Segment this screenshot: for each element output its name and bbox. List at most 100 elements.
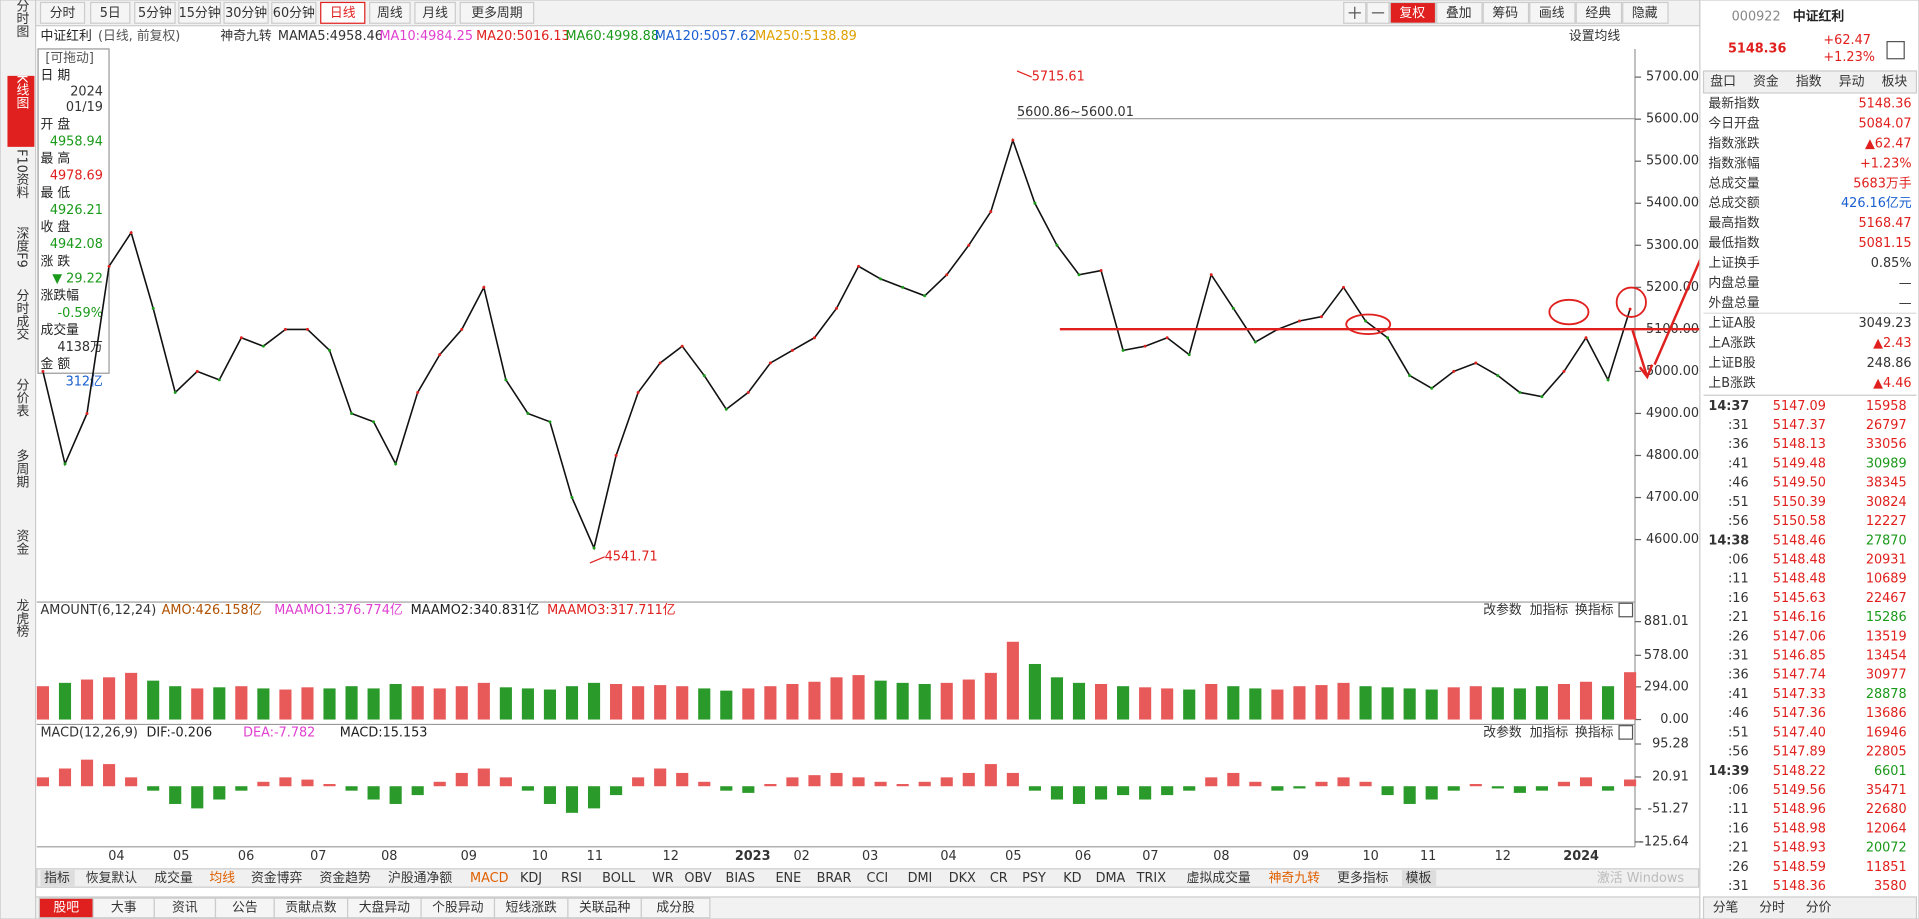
bottom-tab[interactable]: 股吧: [53, 900, 79, 915]
bar: [962, 679, 975, 720]
bar: [632, 686, 645, 720]
panel-button[interactable]: 改参数: [1483, 602, 1522, 618]
quote-bottom-tab[interactable]: 分笔: [1713, 899, 1739, 915]
bar: [896, 682, 909, 720]
bar: [1535, 686, 1548, 720]
bar: [279, 689, 292, 720]
period-tab[interactable]: 分时: [50, 6, 76, 21]
tool-button[interactable]: 叠加: [1446, 6, 1472, 21]
indicator-tab[interactable]: BOLL: [602, 871, 636, 886]
nav-tab[interactable]: K线图: [13, 75, 28, 110]
period-tab[interactable]: 60分钟: [273, 5, 315, 21]
bottom-tab[interactable]: 成分股: [656, 900, 695, 915]
indicator-tab[interactable]: 恢复默认: [86, 870, 137, 886]
period-tab[interactable]: 月线: [422, 6, 448, 21]
quote-bottom-tab[interactable]: 分价: [1806, 900, 1832, 915]
panel-button[interactable]: 换指标: [1575, 603, 1614, 618]
quote-tab[interactable]: 异动: [1839, 74, 1865, 89]
indicator-tab[interactable]: 均线: [209, 871, 235, 886]
ma-setting[interactable]: 设置均线: [1569, 29, 1620, 44]
indicator-tab[interactable]: 资金博弈: [251, 870, 302, 886]
label: 最新指数: [1708, 96, 1759, 112]
indicator-tab[interactable]: 模板: [1406, 871, 1432, 886]
ma-legend: MA20:5016.13: [476, 29, 570, 44]
indicator-tab[interactable]: BRAR: [817, 871, 852, 886]
indicator-tab[interactable]: 虚拟成交量: [1187, 870, 1251, 886]
indicator-tab[interactable]: 资金趋势: [320, 870, 371, 886]
indicator-tab[interactable]: KD: [1063, 871, 1081, 886]
price-point: [1518, 390, 1522, 394]
y-tick-label: 95.28: [1652, 737, 1689, 752]
nav-tab[interactable]: F10资料: [13, 149, 28, 199]
indicator-tab[interactable]: RSI: [561, 871, 582, 886]
quote-bottom-tab[interactable]: 分时: [1759, 900, 1785, 915]
indicator-tab[interactable]: DMA: [1096, 871, 1126, 886]
indicator-tab[interactable]: 成交量: [154, 870, 193, 886]
nav-tab[interactable]: 分时图: [13, 0, 28, 38]
nav-tab[interactable]: 资金: [13, 529, 28, 555]
y-tick-label: 5400.00: [1646, 196, 1699, 211]
nav-tab[interactable]: 分价表: [13, 378, 28, 417]
bottom-tab[interactable]: 资讯: [172, 900, 198, 915]
bottom-tab[interactable]: 公告: [232, 900, 258, 915]
indicator-tab[interactable]: TRIX: [1136, 871, 1167, 886]
indicator-tab[interactable]: DKX: [949, 871, 976, 886]
tick-price: 5150.39: [1773, 495, 1826, 510]
tool-button[interactable]: 复权: [1399, 5, 1425, 21]
bottom-tab[interactable]: 个股异动: [432, 900, 483, 915]
period-tab[interactable]: 更多周期: [471, 6, 522, 21]
nav-tab[interactable]: 龙虎榜: [13, 599, 28, 638]
period-button: [39, 1, 86, 24]
indicator-tab[interactable]: WR: [652, 871, 674, 886]
nav-tab[interactable]: 多周期: [13, 449, 28, 489]
quote-tab[interactable]: 板块: [1882, 74, 1908, 89]
indicator-tab[interactable]: CR: [990, 871, 1008, 886]
nav-tab[interactable]: 分时成交: [13, 289, 28, 341]
bottom-tab[interactable]: 大盘异动: [359, 899, 410, 915]
tool-button: [1482, 1, 1530, 24]
quote-tab[interactable]: 指数: [1796, 74, 1822, 89]
x-tick-label: 09: [461, 849, 477, 864]
indicator-tab[interactable]: PSY: [1022, 871, 1046, 886]
y-tick-label: 578.00: [1644, 648, 1689, 663]
panel-button[interactable]: 加指标: [1530, 725, 1569, 740]
indicator-tab[interactable]: DMI: [908, 871, 933, 886]
indicator-tab[interactable]: 更多指标: [1337, 871, 1388, 886]
bar: [1403, 786, 1416, 804]
indicator-tab[interactable]: KDJ: [520, 871, 542, 886]
nav-tab[interactable]: 深度F9: [13, 227, 28, 268]
tool-button[interactable]: 隐藏: [1632, 6, 1658, 21]
bar: [1337, 682, 1350, 720]
indicator-tab[interactable]: 指标: [44, 871, 70, 886]
bottom-tab[interactable]: 关联品种: [579, 900, 630, 915]
quote-tab[interactable]: 盘口: [1710, 73, 1736, 89]
y-tick-label: 5500.00: [1646, 154, 1699, 169]
panel-button[interactable]: 换指标: [1575, 725, 1614, 740]
price-point: [1584, 336, 1588, 340]
panel-button[interactable]: 改参数: [1483, 724, 1522, 740]
period-tab[interactable]: 日线: [330, 6, 356, 21]
bar: [808, 775, 821, 787]
indicator-tab[interactable]: MACD: [470, 871, 509, 886]
indicator-tab[interactable]: OBV: [684, 871, 712, 886]
bar: [940, 682, 953, 720]
indicator-tab[interactable]: 神奇九转: [1269, 870, 1320, 886]
indicator-tab[interactable]: 沪股通净额: [388, 871, 452, 886]
indicator-tab[interactable]: CCI: [866, 871, 888, 886]
period-tab[interactable]: 5分钟: [138, 5, 172, 21]
bottom-tab[interactable]: 贡献点数: [285, 900, 336, 915]
period-tab[interactable]: 30分钟: [225, 5, 267, 21]
tool-button[interactable]: 筹码: [1492, 5, 1518, 21]
tick-volume: 27870: [1866, 533, 1907, 548]
period-tab[interactable]: 5日: [100, 6, 121, 21]
quote-tab[interactable]: 资金: [1753, 73, 1779, 89]
tool-button[interactable]: 经典: [1585, 6, 1611, 21]
bottom-tab[interactable]: 大事: [111, 900, 137, 915]
period-tab[interactable]: 15分钟: [179, 5, 221, 21]
bottom-tab[interactable]: 短线涨跌: [506, 899, 557, 915]
tool-button[interactable]: 画线: [1539, 6, 1565, 21]
panel-button[interactable]: 加指标: [1530, 603, 1569, 618]
indicator-tab[interactable]: ENE: [775, 871, 801, 886]
indicator-tab[interactable]: BIAS: [726, 871, 756, 886]
period-tab[interactable]: 周线: [377, 6, 403, 21]
